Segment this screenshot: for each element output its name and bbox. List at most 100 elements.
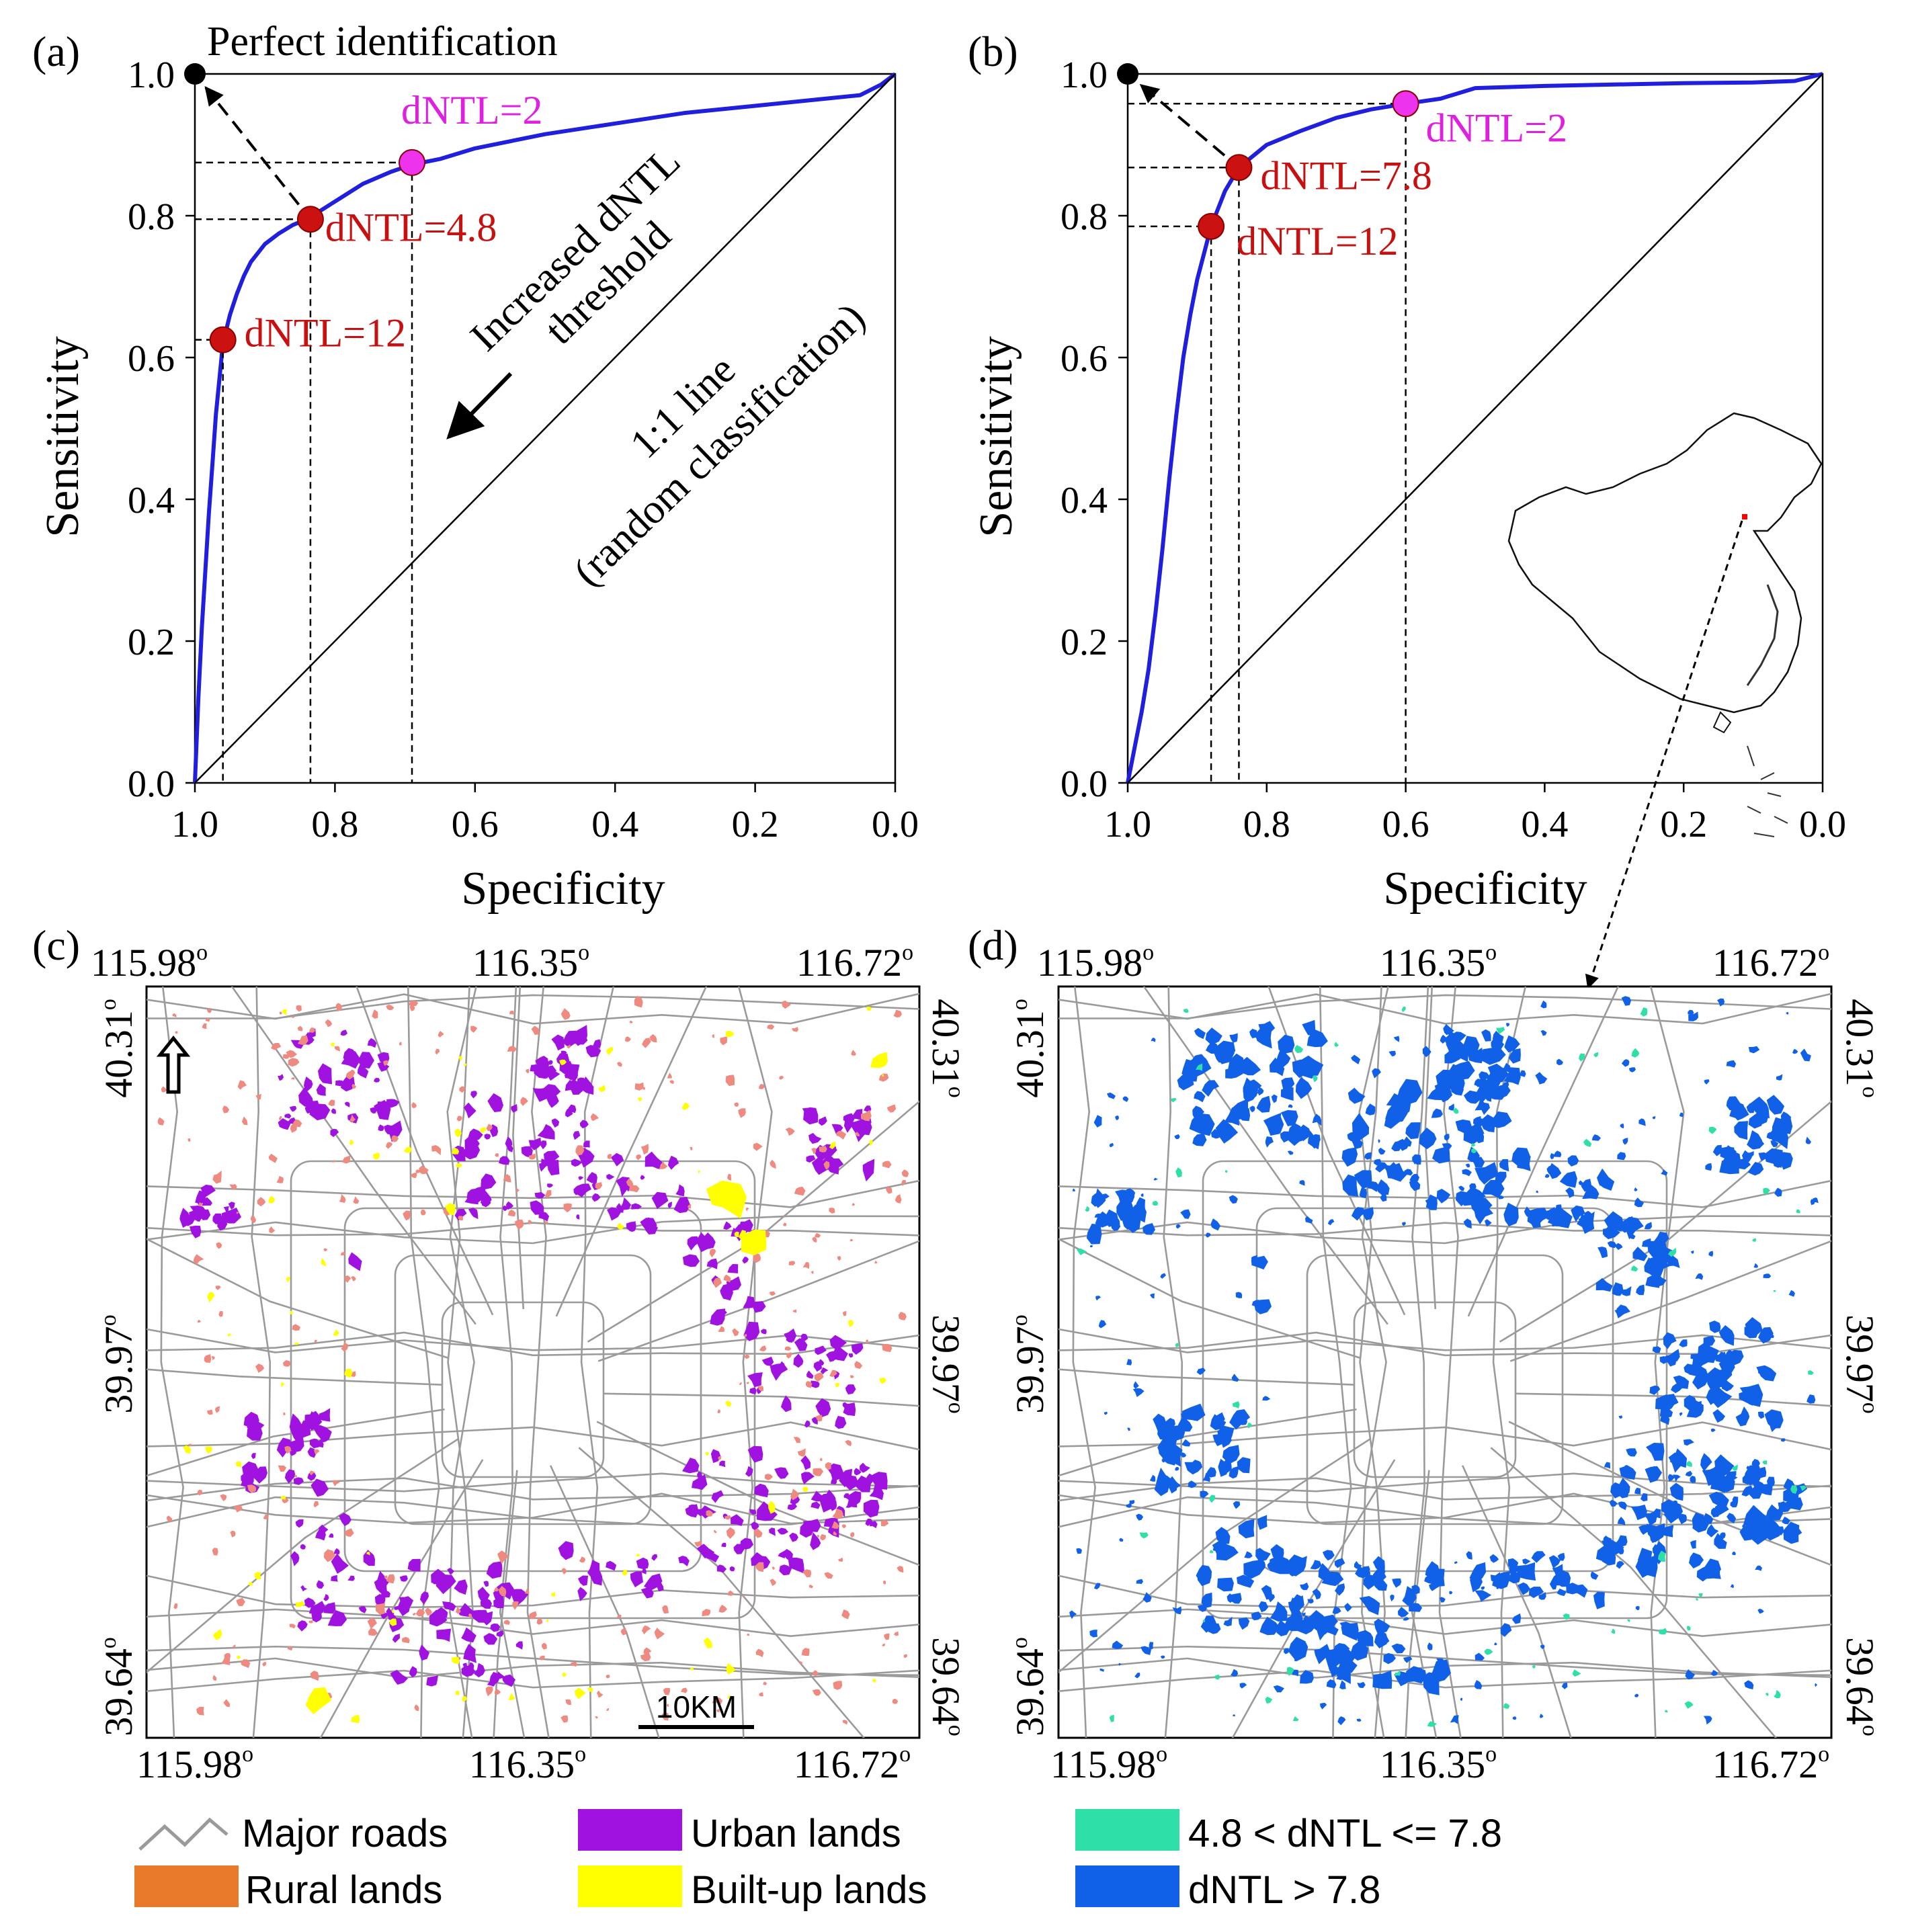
road — [1358, 986, 1389, 1738]
low-dntl-patch — [1732, 1464, 1738, 1471]
urban-patch — [328, 1533, 334, 1538]
high-dntl-patch — [1237, 1574, 1255, 1588]
high-dntl-patch — [1238, 1617, 1250, 1630]
high-dntl-patch — [1302, 1019, 1316, 1036]
high-dntl-patch — [1764, 1409, 1784, 1429]
rural-patch — [314, 1339, 317, 1343]
urban-patch — [319, 1434, 329, 1443]
urban-patch — [739, 1219, 753, 1232]
road — [1058, 1222, 1831, 1236]
high-dntl-patch — [1653, 1468, 1657, 1474]
rural-patch — [606, 1674, 610, 1679]
high-dntl-patch — [1339, 1680, 1346, 1689]
high-dntl-patch — [1624, 1465, 1629, 1470]
urban-patch — [811, 1490, 827, 1502]
rural-patch — [563, 1203, 572, 1213]
high-dntl-patch — [1256, 1095, 1271, 1113]
high-dntl-patch — [1255, 1025, 1272, 1049]
rural-patch — [503, 1620, 510, 1625]
urban-patch — [848, 1353, 854, 1358]
rural-patch — [341, 1342, 348, 1352]
high-dntl-patch — [1098, 1320, 1107, 1329]
urban-patch — [436, 1607, 448, 1618]
x-tick-label: 0.8 — [311, 804, 358, 845]
rural-patch — [764, 1474, 774, 1480]
land-patches-d — [1069, 996, 1819, 1727]
high-dntl-patch — [1696, 1376, 1704, 1382]
high-dntl-patch — [1356, 1718, 1362, 1722]
high-dntl-patch — [1284, 1648, 1290, 1654]
high-dntl-patch — [1295, 1077, 1313, 1099]
high-dntl-patch — [1255, 1548, 1271, 1562]
y-tick-label: 0.0 — [128, 763, 175, 805]
rural-patch — [536, 1618, 543, 1625]
rural-patch — [368, 1628, 378, 1636]
road — [737, 986, 773, 1738]
high-dntl-patch — [1388, 1050, 1396, 1056]
road — [147, 1179, 919, 1208]
builtup-patch — [835, 1382, 840, 1388]
rural-patch — [498, 1586, 507, 1597]
urban-patch — [640, 1587, 654, 1599]
urban-patch — [754, 1483, 769, 1498]
builtup-patch — [294, 1342, 299, 1345]
road — [1411, 986, 1438, 1738]
legend-high-dntl-label: dNTL > 7.8 — [1188, 1868, 1380, 1912]
urban-patch — [860, 1462, 870, 1473]
high-dntl-patch — [1579, 1180, 1584, 1186]
rural-patch — [820, 1534, 826, 1541]
high-dntl-patch — [1378, 1147, 1386, 1155]
high-dntl-patch — [1617, 1152, 1626, 1161]
y-tick-label: 0.8 — [1061, 196, 1108, 238]
rural-patch — [590, 1113, 599, 1122]
rural-patch — [402, 1636, 410, 1644]
high-dntl-patch — [1467, 1146, 1480, 1163]
threshold-point — [1198, 212, 1225, 240]
urban-patch — [370, 1107, 377, 1114]
high-dntl-patch — [1352, 1113, 1369, 1141]
y-tick-label: 0.6 — [1061, 338, 1108, 380]
road — [596, 1421, 919, 1566]
high-dntl-patch — [1405, 1122, 1421, 1140]
rural-patch — [643, 1647, 652, 1657]
high-dntl-patch — [1669, 1482, 1684, 1501]
high-dntl-patch — [1730, 1584, 1734, 1589]
rural-patch — [798, 1661, 803, 1665]
high-dntl-patch — [1495, 1085, 1511, 1099]
urban-patch — [331, 1553, 349, 1574]
rural-patch — [197, 1489, 203, 1496]
road — [147, 1669, 919, 1692]
y-tick-label: 0.4 — [1061, 480, 1108, 521]
high-dntl-patch — [1341, 1622, 1359, 1641]
road — [147, 1437, 460, 1674]
urban-patch — [607, 1207, 621, 1221]
high-dntl-patch — [1249, 1028, 1257, 1039]
high-dntl-patch — [1462, 1169, 1472, 1177]
urban-patch — [743, 1296, 755, 1308]
urban-patch — [558, 1541, 574, 1560]
high-dntl-patch — [1432, 1146, 1450, 1164]
low-dntl-patch — [1334, 1042, 1339, 1047]
y-axis-label-a: Sensitivity — [37, 336, 89, 537]
rural-patch — [770, 1579, 776, 1587]
rural-patch — [897, 1566, 904, 1573]
urban-patch — [304, 1105, 312, 1114]
urban-patch — [794, 1338, 808, 1351]
rural-patch — [882, 1161, 892, 1169]
high-dntl-patch — [1206, 1042, 1218, 1054]
rural-patch — [351, 1083, 356, 1089]
rural-patch — [663, 1687, 670, 1695]
rural-patch — [284, 1445, 291, 1454]
urban-patch — [212, 1213, 222, 1224]
high-dntl-patch — [1309, 1610, 1328, 1630]
lat-tick-c-right-3: 39.64o — [924, 1637, 968, 1736]
road — [1058, 1477, 1831, 1502]
high-dntl-patch — [1377, 1574, 1384, 1581]
rural-patch — [661, 1712, 669, 1721]
rural-patch — [230, 1530, 236, 1538]
high-dntl-patch — [1342, 1174, 1359, 1197]
high-dntl-patch — [1556, 1589, 1567, 1597]
rural-patch — [802, 1569, 812, 1578]
urban-patch — [751, 1521, 759, 1530]
urban-patch — [378, 1576, 390, 1589]
